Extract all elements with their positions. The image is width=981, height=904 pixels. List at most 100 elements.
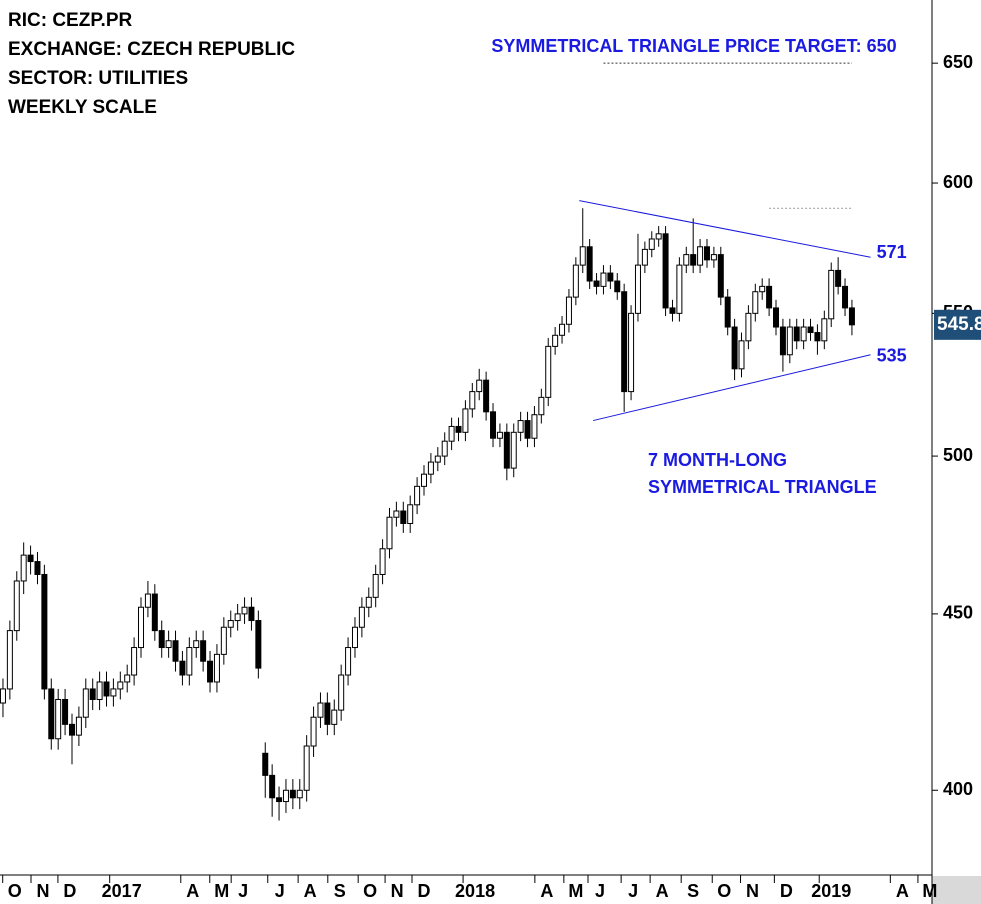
candle-body: [296, 789, 303, 799]
info-line: SECTOR: UTILITIES: [8, 68, 188, 89]
candle-body: [379, 548, 386, 575]
candle-body: [572, 264, 579, 298]
candle-body: [559, 323, 566, 336]
candle-body: [462, 408, 469, 433]
candle-body: [48, 688, 55, 740]
y-tick-label: 450: [943, 603, 973, 623]
x-tick-label: N: [37, 881, 50, 901]
candle-body: [75, 716, 82, 736]
trendline: [592, 354, 871, 422]
candle-body: [41, 573, 48, 690]
candle-body: [172, 640, 179, 662]
candle-body: [186, 647, 193, 676]
candle-body: [717, 254, 724, 298]
candle-body: [96, 681, 103, 700]
candle-body: [165, 640, 172, 649]
candle-body: [628, 312, 635, 393]
candle-body: [517, 420, 524, 433]
candle-body: [6, 630, 13, 690]
x-tick-label: 2018: [455, 881, 495, 901]
candle-body: [158, 630, 165, 649]
candle-body: [710, 254, 717, 261]
x-tick-label: A: [540, 881, 553, 901]
x-tick-label: J: [275, 881, 285, 901]
x-tick-label: D: [780, 881, 793, 901]
candle-body: [835, 269, 842, 287]
candle-body: [538, 396, 545, 416]
candle-body: [89, 688, 96, 700]
candle-body: [117, 681, 124, 690]
candle-body: [828, 269, 835, 320]
x-tick-label: 2017: [102, 881, 142, 901]
candle-body: [448, 425, 455, 442]
candle-body: [731, 326, 738, 370]
candle-body: [338, 674, 345, 711]
corner-box: [932, 876, 981, 904]
candle-body: [144, 593, 151, 608]
candle-body: [365, 596, 372, 608]
candle-body: [331, 709, 338, 725]
candle-body: [600, 272, 607, 287]
candle-body: [0, 688, 6, 704]
candle-body: [579, 246, 586, 266]
candle-body: [262, 752, 269, 776]
candle-body: [289, 789, 296, 799]
candle-body: [676, 264, 683, 314]
candle-body: [786, 326, 793, 356]
candle-body: [434, 455, 441, 463]
candle-body: [476, 379, 483, 393]
y-tick-label: 400: [943, 779, 973, 799]
candle-body: [807, 326, 814, 334]
annotation: 7 MONTH-LONG: [648, 450, 787, 470]
candle-body: [773, 307, 780, 328]
candle-body: [545, 345, 552, 398]
candle-body: [752, 291, 759, 314]
candle-body: [400, 510, 407, 524]
x-tick-label: J: [238, 881, 248, 901]
candle-body: [414, 485, 421, 506]
x-tick-label: J: [595, 881, 605, 901]
candle-body: [34, 561, 41, 575]
candle-body: [496, 431, 503, 439]
candle-body: [490, 411, 497, 439]
x-tick-label: S: [334, 881, 346, 901]
candle-body: [310, 716, 317, 747]
candle-body: [842, 285, 849, 309]
candle-body: [372, 573, 379, 598]
x-tick-label: D: [418, 881, 431, 901]
candle-body: [634, 264, 641, 314]
info-line: RIC: CEZP.PR: [8, 10, 133, 31]
candle-body: [607, 272, 614, 282]
candle-body: [179, 660, 186, 676]
candle-body: [213, 653, 220, 683]
candle-body: [13, 580, 20, 632]
x-tick-label: M: [214, 881, 229, 901]
candle-body: [386, 516, 393, 550]
y-tick-label: 650: [943, 52, 973, 72]
candle-body: [759, 285, 766, 293]
candle-body: [82, 688, 89, 718]
candle-body: [662, 233, 669, 309]
candle-body: [683, 254, 690, 266]
x-tick-label: A: [304, 881, 317, 901]
candle-body: [55, 698, 62, 740]
candle-body: [469, 391, 476, 410]
candle-body: [234, 613, 241, 622]
candle-body: [648, 238, 655, 250]
candle-body: [303, 745, 310, 791]
candle-body: [552, 334, 559, 347]
candle-body: [351, 626, 358, 649]
candle-body: [131, 647, 138, 676]
last-price-label: 545.8: [937, 314, 981, 335]
x-tick-label: S: [687, 881, 699, 901]
trendline-label: 571: [877, 242, 907, 262]
candle-body: [276, 797, 283, 803]
candle-body: [724, 296, 731, 328]
candle-body: [483, 379, 490, 413]
candle-body: [207, 660, 214, 683]
candle-body: [766, 285, 773, 309]
candle-body: [745, 312, 752, 342]
candle-body: [103, 681, 110, 697]
x-tick-label: M: [568, 881, 583, 901]
y-tick-label: 500: [943, 445, 973, 465]
